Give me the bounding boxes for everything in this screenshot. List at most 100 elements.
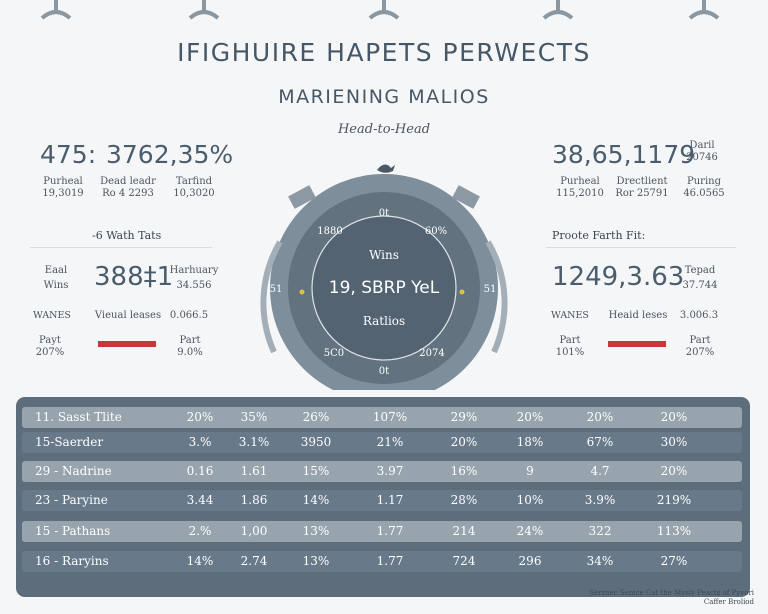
table-cell: 20%: [660, 410, 688, 424]
divider: [30, 247, 212, 248]
row3-line: Part: [559, 335, 581, 346]
hanger-icon: [188, 0, 220, 20]
dial-inner-disc: [311, 215, 457, 361]
table-cell: 67%: [586, 435, 614, 449]
dial-right-label: 51: [483, 284, 497, 295]
right-section-title: Proote Farth Fit:: [552, 229, 646, 242]
right-row2-value: 3.006.3: [679, 310, 719, 321]
table-cell: 2.74: [240, 554, 268, 568]
table-row: 29 - Nadrine 0.16 1.61 15% 3.97 16% 9 4.7 20%: [22, 461, 742, 482]
feature-side-line: 34.556: [176, 280, 212, 291]
row3-line: 9.0%: [177, 347, 203, 358]
feature-side-line: Harhuary: [169, 265, 219, 276]
table-cell: 35%: [240, 410, 268, 424]
table-cell: 1.77: [376, 524, 404, 538]
table-cell: 113%: [656, 524, 692, 538]
right-stat-3: Puring 46.0565: [674, 176, 734, 200]
table-cell: 9: [526, 464, 534, 478]
row-name: 23 - Paryine: [35, 493, 108, 507]
left-row3-right: Part 9.0%: [170, 335, 210, 359]
table-cell: 18%: [516, 435, 544, 449]
table-cell: 1.61: [240, 464, 268, 478]
stat-label: Purheal: [43, 176, 83, 187]
table-row: 16 - Raryins 14% 2.74 13% 1.77 724 296 34% 27%: [22, 551, 742, 572]
right-row2-label: WANES: [551, 310, 589, 321]
hanger-icon: [542, 0, 574, 20]
table-cell: 3950: [300, 435, 332, 449]
right-row3-left: Part 101%: [552, 335, 588, 359]
table-row: 11. Sasst Tlite 20% 35% 26% 107% 29% 20% 20% 20%: [22, 407, 742, 428]
stats-table: 11. Sasst Tlite 20% 35% 26% 107% 29% 20% 20% 20%…: [16, 397, 750, 597]
row-name: 29 - Nadrine: [35, 464, 112, 478]
divider: [546, 247, 736, 248]
table-cell: 214: [452, 524, 476, 538]
stat-label: Purheal: [560, 176, 600, 187]
corner-line: Daril: [689, 140, 715, 151]
stat-value: 10,3020: [173, 188, 215, 199]
hanger-icon: [368, 0, 400, 20]
table-cell: 27%: [660, 554, 688, 568]
table-row: 15-Saerder 3.% 3.1% 3950 21% 20% 18% 67% 30%: [22, 432, 742, 453]
page-subtitle: MARIENING MALIOS: [278, 86, 490, 108]
stat-value: Ro 4 2293: [102, 188, 154, 199]
table-cell: 14%: [186, 554, 214, 568]
right-feature-side: Tepad 37.744: [676, 265, 724, 292]
table-cell: 3.9%: [584, 493, 616, 507]
left-row2-label: WANES: [33, 310, 71, 321]
table-cell: 3.97: [376, 464, 404, 478]
table-cell: 1,00: [240, 524, 268, 538]
feature-side-line: Tepad: [684, 265, 716, 276]
table-cell: 219%: [656, 493, 692, 507]
stat-value: 115,2010: [556, 188, 604, 199]
corner-line: 20746: [686, 152, 718, 163]
right-headline: 38,65,1179: [552, 140, 696, 169]
table-cell: 0.16: [186, 464, 214, 478]
plaque-icon: [288, 185, 316, 209]
table-cell: 3.1%: [238, 435, 270, 449]
right-stat-2: Drectlient Ror 25791: [604, 176, 680, 200]
red-progress-bar: [608, 341, 666, 347]
page-title: IFIGHUIRE HAPETS PERWECTS: [177, 38, 591, 67]
row-name: 15-Saerder: [35, 435, 104, 449]
table-cell: 26%: [302, 410, 330, 424]
dial-center-value: 19, SBRP YeL: [328, 278, 440, 298]
right-feature-value: 1249,3.63: [552, 262, 685, 292]
row3-line: Part: [179, 335, 201, 346]
footer-line: Caffer Broliod: [703, 598, 754, 606]
table-cell: 1.86: [240, 493, 268, 507]
footer-credit: Sersnec Senice Cat the Mysly Peacts of P…: [589, 589, 754, 607]
table-cell: 14%: [302, 493, 330, 507]
right-row2-mid: Heaid leses: [608, 310, 668, 321]
row3-line: 101%: [555, 347, 585, 358]
marker-dot: [459, 289, 465, 295]
left-feature-label: Eaal Wins: [38, 265, 74, 292]
row3-line: Payt: [39, 335, 61, 346]
left-headline-b: 3762,35%: [106, 140, 234, 169]
table-cell: 13%: [302, 524, 330, 538]
table-row: 23 - Paryine 3.44 1.86 14% 1.17 28% 10% 3.9% 219…: [22, 490, 742, 511]
dial-wins-label: Wins: [369, 248, 399, 262]
left-row3-left: Payt 207%: [32, 335, 68, 359]
stat-value: Ror 25791: [615, 188, 669, 199]
left-row2-value: 0.066.5: [169, 310, 209, 321]
table-cell: 322: [588, 524, 612, 538]
table-cell: 20%: [516, 410, 544, 424]
table-cell: 20%: [586, 410, 614, 424]
hanger-icon: [40, 0, 72, 20]
table-cell: 296: [518, 554, 542, 568]
left-section-title: -6 Wath Tats: [92, 229, 162, 242]
table-cell: 3.44: [186, 493, 214, 507]
dial-ratios-label: Ratlios: [362, 314, 406, 328]
hanger-icon: [688, 0, 720, 20]
right-row3-right: Part 207%: [680, 335, 720, 359]
table-cell: 2.%: [188, 524, 212, 538]
bird-icon: [377, 164, 395, 173]
stat-label: Dead leadr: [100, 176, 156, 187]
row-name: 15 - Pathans: [35, 524, 111, 538]
table-cell: 3.%: [188, 435, 212, 449]
stat-value: 19,3019: [42, 188, 84, 199]
left-stat-3: Tarfind 10,3020: [158, 176, 230, 200]
table-cell: 1.77: [376, 554, 404, 568]
table-row: 15 - Pathans 2.% 1,00 13% 1.77 214 24% 322 113%: [22, 521, 742, 542]
left-stat-1: Purheal 19,3019: [28, 176, 98, 200]
